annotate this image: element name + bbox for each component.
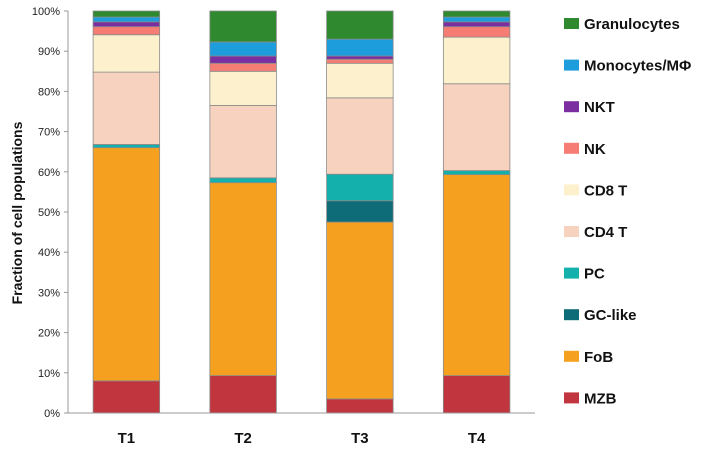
- bar-segment-t3-nkt: [326, 55, 394, 60]
- y-tick-label: 40%: [38, 247, 60, 259]
- bar-segment-t2-monocytes-m-: [209, 41, 277, 57]
- bar-segment-t2-granulocytes: [209, 10, 277, 43]
- y-tick-label: 60%: [38, 167, 60, 179]
- bar-segment-t1-nkt: [92, 21, 161, 28]
- x-tick-label: T2: [234, 430, 252, 447]
- bar-segment-t1-mzb: [92, 380, 161, 414]
- bar-segment-t3-cd4-t: [326, 97, 394, 175]
- legend-label: CD4 T: [584, 224, 627, 241]
- legend-label: CD8 T: [584, 182, 627, 199]
- y-axis: 0% 10% 20% 30% 40% 50% 60% 70% 80% 90% 100%: [32, 6, 69, 420]
- y-tick-label: 20%: [38, 328, 60, 340]
- legend-label: NKT: [584, 99, 615, 116]
- bar-segment-t2-fob: [209, 182, 277, 377]
- bar-segment-t2-pc: [209, 177, 277, 184]
- x-tick-label: T4: [468, 430, 486, 447]
- bar-segment-t1-nk: [92, 26, 161, 36]
- bar-segment-t3-fob: [326, 221, 394, 400]
- legend-swatch: [564, 392, 579, 404]
- bar-segment-t2-nkt: [209, 55, 277, 64]
- legend-label: PC: [584, 266, 605, 283]
- legend-label: Monocytes/MΦ: [584, 58, 691, 75]
- bars: [92, 10, 511, 414]
- legend-label: GC-like: [584, 307, 637, 324]
- legend-swatch: [564, 267, 579, 279]
- bar-segment-t3-cd8-t: [326, 62, 394, 99]
- legend-label: MZB: [584, 390, 617, 407]
- bar-segment-t1-monocytes-m-: [92, 16, 161, 23]
- y-tick-label: 100%: [32, 6, 60, 18]
- bar-segment-t4-nkt: [442, 21, 511, 28]
- bar-segment-t1-granulocytes: [92, 10, 161, 18]
- y-tick-label: 90%: [38, 46, 60, 58]
- bar-segment-t3-monocytes-m-: [326, 38, 394, 57]
- bar-segment-t2-nk: [209, 62, 277, 72]
- bar-segment-t3-granulocytes: [326, 10, 394, 40]
- bar-segment-t3-mzb: [326, 398, 394, 414]
- bar-segment-t1-pc: [92, 144, 161, 149]
- legend-label: Granulocytes: [584, 16, 680, 33]
- bar-segment-t4-fob: [442, 174, 511, 377]
- y-tick-label: 50%: [38, 207, 60, 219]
- legend-label: NK: [584, 141, 606, 158]
- x-tick-label: T1: [118, 430, 136, 447]
- legend-swatch: [564, 59, 579, 71]
- y-tick-label: 0%: [44, 408, 60, 420]
- bar-segment-t1-cd8-t: [92, 34, 161, 73]
- x-tick-label: T3: [351, 430, 369, 447]
- y-tick-label: 10%: [38, 368, 60, 380]
- bar-segment-t2-cd4-t: [209, 105, 277, 179]
- bar-segment-t4-cd8-t: [442, 36, 511, 85]
- bar-segment-t4-granulocytes: [442, 10, 511, 18]
- legend-swatch: [564, 18, 579, 29]
- legend-swatch: [564, 184, 579, 196]
- bar-segment-t2-cd8-t: [209, 70, 277, 106]
- y-axis-label: Fraction of cell populations: [9, 121, 25, 304]
- y-tick-label: 30%: [38, 287, 60, 299]
- legend-swatch: [564, 309, 579, 321]
- legend-label: FoB: [584, 349, 613, 366]
- y-tick-label: 70%: [38, 127, 60, 139]
- legend-swatch: [564, 142, 579, 154]
- bar-segment-t1-fob: [92, 147, 161, 382]
- y-tick-label: 80%: [38, 86, 60, 98]
- bar-segment-t4-nk: [442, 26, 511, 38]
- legend-swatch: [564, 101, 579, 113]
- bar-segment-t4-monocytes-m-: [442, 16, 511, 23]
- legend: Granulocytes Monocytes/MΦ NKT NK CD8 T CD4 T P…: [564, 16, 691, 407]
- bar-segment-t2-mzb: [209, 375, 277, 414]
- bar-segment-t1-cd4-t: [92, 71, 161, 145]
- x-axis: T1 T2 T3 T4: [68, 412, 535, 447]
- bar-segment-t4-pc: [442, 170, 511, 176]
- bar-segment-t3-gc-like: [326, 200, 394, 223]
- legend-swatch: [564, 350, 579, 362]
- bar-segment-t3-nk: [326, 58, 394, 64]
- legend-swatch: [564, 226, 579, 237]
- bar-segment-t4-cd4-t: [442, 83, 511, 171]
- bar-segment-t3-pc: [326, 173, 394, 202]
- bar-segment-t4-mzb: [442, 375, 511, 414]
